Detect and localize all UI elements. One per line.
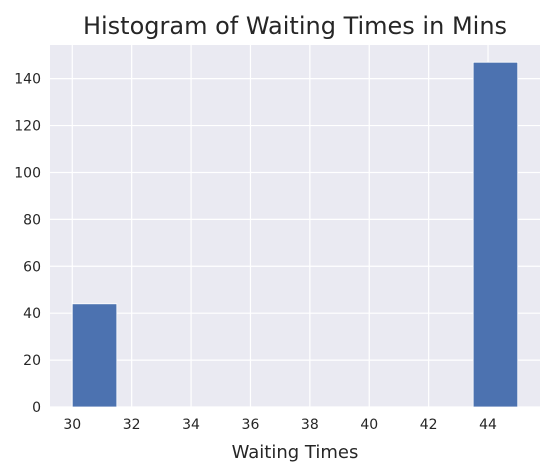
x-tick-label: 30 <box>63 417 81 433</box>
grid-lines <box>50 45 540 408</box>
histogram-bar <box>472 61 519 408</box>
histogram-bars <box>71 61 519 408</box>
y-tick-label: 80 <box>23 212 41 228</box>
x-tick-label: 32 <box>123 417 141 433</box>
plot-area <box>50 45 540 407</box>
chart-title: Histogram of Waiting Times in Mins <box>83 12 507 40</box>
y-tick-label: 120 <box>14 119 41 135</box>
y-tick-label: 0 <box>32 400 41 416</box>
x-tick-label: 44 <box>479 417 497 433</box>
x-tick-label: 36 <box>242 417 260 433</box>
y-tick-label: 60 <box>23 259 41 275</box>
histogram-bar <box>71 303 118 408</box>
y-tick-label: 140 <box>14 72 41 88</box>
x-tick-label: 38 <box>301 417 319 433</box>
y-tick-label: 100 <box>14 165 41 181</box>
y-tick-label: 40 <box>23 306 41 322</box>
x-axis-label: Waiting Times <box>232 442 359 463</box>
tick-labels: 30 32 34 36 38 40 42 44 0 20 40 60 80 100 120 140 <box>14 72 497 433</box>
x-tick-label: 42 <box>420 417 438 433</box>
x-tick-label: 40 <box>360 417 378 433</box>
x-tick-label: 34 <box>182 417 200 433</box>
y-tick-label: 20 <box>23 353 41 369</box>
